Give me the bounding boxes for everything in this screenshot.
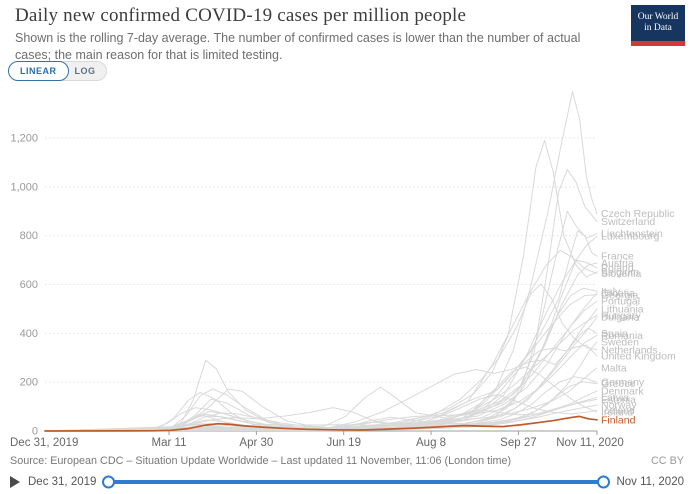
series-label-ireland[interactable]: Ireland [601, 406, 633, 418]
series-label-united-kingdom[interactable]: United Kingdom [601, 350, 676, 362]
series-label-lithuania[interactable]: Lithuania [601, 303, 644, 315]
series-line-united-kingdom[interactable] [44, 344, 598, 432]
page-title: Daily new confirmed COVID-19 cases per m… [15, 5, 467, 26]
series-label-greece[interactable]: Greece [601, 378, 636, 390]
license-link[interactable]: CC BY [651, 455, 684, 467]
series-label-portugal[interactable]: Portugal [601, 296, 640, 308]
x-tick-label: Apr 30 [239, 437, 273, 449]
timeline-start-date: Dec 31, 2019 [28, 476, 97, 488]
series-label-romania[interactable]: Romania [601, 330, 643, 342]
series-line-czech-republic[interactable] [44, 91, 598, 432]
owid-logo-text: Our World in Data [637, 11, 679, 33]
series-label-georgia[interactable]: Georgia [601, 289, 639, 301]
series-label-belgium[interactable]: Belgium [601, 266, 639, 278]
series-label-malta[interactable]: Malta [601, 363, 627, 375]
series-line-netherlands[interactable] [44, 283, 598, 432]
series-label-norway[interactable]: Norway [601, 400, 637, 412]
series-label-germany[interactable]: Germany [601, 377, 645, 389]
series-line-portugal[interactable] [44, 300, 598, 432]
log-scale-button[interactable]: LOG [55, 61, 107, 81]
series-label-czech-republic[interactable]: Czech Republic [601, 208, 675, 220]
series-label-finland[interactable]: Finland [601, 414, 636, 426]
series-label-sweden[interactable]: Sweden [601, 337, 639, 349]
series-label-croatia[interactable]: Croatia [601, 287, 635, 299]
linear-scale-button[interactable]: LINEAR [8, 61, 69, 81]
series-label-poland[interactable]: Poland [601, 262, 634, 274]
y-tick-label: 200 [20, 377, 38, 389]
y-tick-label: 600 [20, 279, 38, 291]
series-label-bulgaria[interactable]: Bulgaria [601, 312, 640, 324]
x-tick-label: Aug 8 [416, 437, 446, 449]
series-label-hungary[interactable]: Hungary [601, 310, 641, 322]
x-tick-label: Sep 27 [500, 437, 536, 449]
y-tick-label: 800 [20, 230, 38, 242]
series-label-estonia[interactable]: Estonia [601, 394, 636, 406]
x-tick-label: Mar 11 [152, 437, 187, 449]
chart-header: Daily new confirmed COVID-19 cases per m… [15, 5, 625, 63]
timeline-track[interactable] [102, 475, 611, 489]
x-tick-label: Dec 31, 2019 [10, 437, 78, 449]
y-tick-label: 1,200 [10, 133, 38, 145]
x-tick-label: Nov 11, 2020 [556, 437, 624, 449]
series-line-romania[interactable] [44, 334, 598, 432]
series-label-denmark[interactable]: Denmark [601, 385, 644, 397]
timeline-end-handle[interactable] [597, 475, 611, 489]
series-label-netherlands[interactable]: Netherlands [601, 344, 658, 356]
y-tick-label: 1,000 [10, 181, 38, 193]
series-label-liechtenstein[interactable]: Liechtenstein [601, 228, 663, 240]
series-line-iceland[interactable] [44, 391, 598, 432]
series-label-iceland[interactable]: Iceland [601, 405, 635, 417]
owid-logo[interactable]: Our World in Data [631, 5, 685, 46]
series-line-spain[interactable] [44, 327, 598, 432]
timeline-start-handle[interactable] [102, 475, 116, 489]
chart-subtitle: Shown is the rolling 7-day average. The … [15, 31, 581, 62]
series-line-hungary[interactable] [44, 314, 598, 432]
series-label-spain[interactable]: Spain [601, 328, 628, 340]
series-line-belgium[interactable] [44, 139, 598, 432]
series-label-luxembourg[interactable]: Luxembourg [601, 231, 660, 243]
series-label-italy[interactable]: Italy [601, 286, 621, 298]
series-line-italy[interactable] [44, 287, 598, 432]
series-line-finland[interactable] [44, 415, 598, 432]
scale-toggle: LINEAR LOG [8, 61, 107, 81]
series-line-sweden[interactable] [44, 341, 598, 432]
x-tick-label: Jun 19 [326, 437, 361, 449]
series-label-switzerland[interactable]: Switzerland [601, 216, 655, 228]
series-label-france[interactable]: France [601, 251, 634, 263]
timeline-end-date: Nov 11, 2020 [616, 476, 684, 488]
timeline-slider: Dec 31, 2019 Nov 11, 2020 [10, 473, 684, 491]
source-note: Source: European CDC – Situation Update … [10, 455, 512, 467]
series-label-latvia[interactable]: Latvia [601, 392, 629, 404]
owid-logo-stripe [631, 41, 685, 46]
y-tick-label: 400 [20, 328, 38, 340]
series-line-france[interactable] [44, 230, 598, 432]
series-line-greece[interactable] [44, 381, 598, 432]
play-icon[interactable] [10, 476, 20, 488]
series-line-ireland[interactable] [44, 366, 598, 432]
series-label-austria[interactable]: Austria [601, 258, 634, 270]
y-tick-label: 0 [32, 426, 38, 438]
series-label-slovenia[interactable]: Slovenia [601, 268, 641, 280]
